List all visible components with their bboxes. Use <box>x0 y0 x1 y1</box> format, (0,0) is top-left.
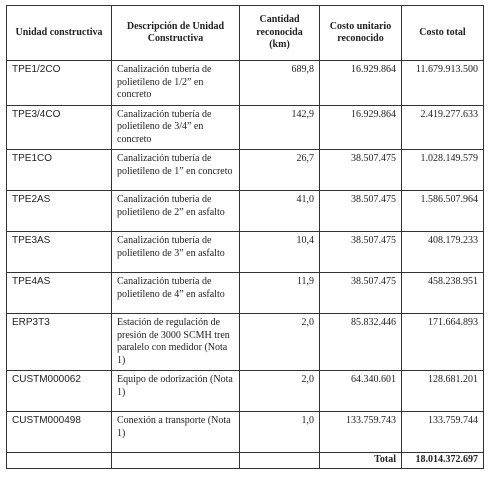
table-cell <box>111 452 240 469</box>
table-cell: 171.664.893 <box>401 313 484 371</box>
total-row: Total 18.014.372.697 <box>6 452 484 469</box>
header-cell: Cantidad reconocida (km) <box>239 5 320 61</box>
table-cell: ERP3T3 <box>6 313 112 371</box>
table-row: CUSTM000062 Equipo de odorización (Nota 1… <box>6 370 484 412</box>
header-cell: Descripción de Unidad Constructiva <box>111 5 240 61</box>
table-row: TPE1/2CO Canalización tubería de polietil… <box>6 60 484 106</box>
table-cell: 1.028.149.579 <box>401 149 484 191</box>
table-cell: TPE3AS <box>6 231 112 273</box>
table-cell: 38.507.475 <box>319 190 402 232</box>
table-cell: 133.759.744 <box>401 411 484 453</box>
table-cell: CUSTM000498 <box>6 411 112 453</box>
table-cell: 16.929.864 <box>319 60 402 106</box>
table-cell: 10,4 <box>239 231 320 273</box>
header-cell: Costo total <box>401 5 484 61</box>
total-label: Total <box>319 452 402 469</box>
table-row: ERP3T3 Estación de regulación de presión … <box>6 313 484 371</box>
cost-table: Unidad constructiva Descripción de Unidad… <box>6 5 484 469</box>
table-cell <box>6 452 112 469</box>
table-row: TPE3/4CO Canalización tubería de polietil… <box>6 104 484 150</box>
table-cell: TPE4AS <box>6 272 112 314</box>
table-cell: Canalización tubería de polietileno de 1… <box>111 149 240 191</box>
table-cell: 38.507.475 <box>319 231 402 273</box>
table-cell: 689,8 <box>239 60 320 106</box>
total-value: 18.014.372.697 <box>401 452 484 469</box>
table-cell: 142,9 <box>239 104 320 150</box>
table-cell: 11.679.913.500 <box>401 60 484 106</box>
table-cell: TPE2AS <box>6 190 112 232</box>
table-cell: 1,0 <box>239 411 320 453</box>
table-cell: TPE1/2CO <box>6 60 112 106</box>
table-cell: 64.340.601 <box>319 370 402 412</box>
header-row: Unidad constructiva Descripción de Unidad… <box>6 5 484 61</box>
table-cell: 408.179.233 <box>401 231 484 273</box>
table-cell: 458.238.951 <box>401 272 484 314</box>
table-cell: 41,0 <box>239 190 320 232</box>
table-cell: Canalización tubería de polietileno de 1… <box>111 60 240 106</box>
table-cell: 2,0 <box>239 370 320 412</box>
table-cell: 128.681.201 <box>401 370 484 412</box>
table-cell: 85.832.446 <box>319 313 402 371</box>
table-row: TPE2AS Canalización tubería de polietilen… <box>6 190 484 232</box>
table-row: TPE3AS Canalización tubería de polietilen… <box>6 231 484 273</box>
table-row: CUSTM000498 Conexión a transporte (Nota 1… <box>6 411 484 453</box>
header-cell: Unidad constructiva <box>6 5 112 61</box>
table-cell: 16.929.864 <box>319 104 402 150</box>
table-cell: TPE3/4CO <box>6 104 112 150</box>
table-cell: 38.507.475 <box>319 272 402 314</box>
table-cell: Canalización tubería de polietileno de 4… <box>111 272 240 314</box>
table-cell: 1.586.507.964 <box>401 190 484 232</box>
table-cell: TPE1CO <box>6 149 112 191</box>
table-cell: Conexión a transporte (Nota 1) <box>111 411 240 453</box>
table-cell: Canalización tubería de polietileno de 3… <box>111 104 240 150</box>
table-cell: 133.759.743 <box>319 411 402 453</box>
table-body: TPE1/2CO Canalización tubería de polietil… <box>6 60 484 469</box>
table-cell: 38.507.475 <box>319 149 402 191</box>
table-cell: Canalización tubería de polietileno de 2… <box>111 190 240 232</box>
table-cell: 2,0 <box>239 313 320 371</box>
table-cell: Equipo de odorización (Nota 1) <box>111 370 240 412</box>
table-cell: Estación de regulación de presión de 300… <box>111 313 240 371</box>
table-cell: CUSTM000062 <box>6 370 112 412</box>
table-cell: 11,9 <box>239 272 320 314</box>
table-cell: Canalización tubería de polietileno de 3… <box>111 231 240 273</box>
header-cell: Costo unitario reconocido <box>319 5 402 61</box>
table-cell <box>239 452 320 469</box>
table-row: TPE1CO Canalización tubería de polietilen… <box>6 149 484 191</box>
table-row: TPE4AS Canalización tubería de polietilen… <box>6 272 484 314</box>
table-cell: 26,7 <box>239 149 320 191</box>
table-cell: 2.419.277.633 <box>401 104 484 150</box>
